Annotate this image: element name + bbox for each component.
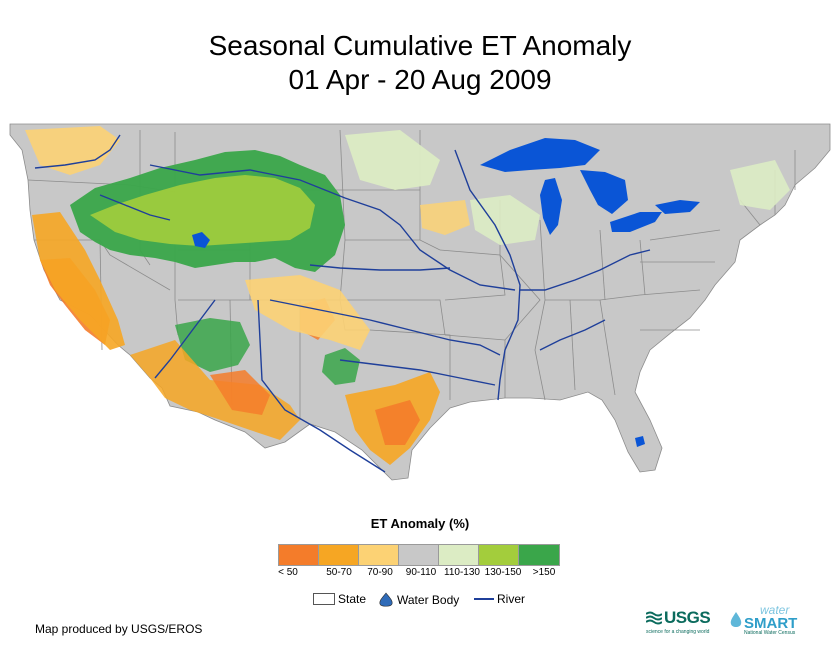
usgs-tagline: science for a changing world bbox=[646, 629, 710, 635]
legend-key-state-label: State bbox=[338, 592, 367, 606]
legend-swatch-2 bbox=[319, 545, 359, 565]
legend-labels: < 50 50-70 70-90 90-110 110-130 130-150 … bbox=[278, 567, 564, 581]
lake-okeechobee bbox=[635, 436, 645, 447]
legend-label-7: >150 bbox=[532, 567, 556, 578]
anomaly-high-north-rockies bbox=[90, 175, 315, 246]
legend-swatch-4 bbox=[399, 545, 439, 565]
map-title: Seasonal Cumulative ET Anomaly bbox=[208, 30, 632, 61]
legend-key-river-label: River bbox=[497, 592, 526, 606]
lake-erie bbox=[610, 212, 662, 232]
anomaly-moderate-low-midwest bbox=[420, 200, 470, 235]
watersmart-subtitle: National Water Census bbox=[744, 630, 796, 636]
ohio-river bbox=[520, 249, 651, 291]
legend-key-state: State bbox=[313, 592, 366, 606]
arkansas-river bbox=[269, 299, 501, 356]
state-swatch-icon bbox=[313, 593, 335, 605]
legend-label-4: 90-110 bbox=[405, 567, 437, 578]
map-date-range: 01 Apr - 20 Aug 2009 bbox=[288, 64, 552, 95]
et-anomaly-overlay bbox=[25, 126, 790, 465]
anomaly-low-california bbox=[32, 212, 125, 350]
lake-michigan bbox=[540, 178, 562, 235]
anomaly-very-low-southwest bbox=[210, 370, 270, 415]
colorado-river bbox=[154, 299, 216, 379]
usgs-logo-text: USGS bbox=[664, 608, 711, 627]
footer-credit: Map produced by USGS/EROS bbox=[35, 622, 203, 636]
watersmart-drop-icon bbox=[730, 612, 742, 627]
lake-huron bbox=[580, 170, 628, 214]
lake-ontario bbox=[655, 200, 700, 214]
legend-swatch-1 bbox=[279, 545, 319, 565]
tennessee-river bbox=[539, 319, 606, 351]
legend-label-3: 70-90 bbox=[367, 567, 393, 578]
anomaly-low-southwest bbox=[130, 340, 300, 440]
river-line-icon bbox=[474, 598, 494, 600]
anomaly-very-high-plains bbox=[322, 348, 360, 385]
anomaly-very-high-southwest bbox=[175, 318, 250, 372]
legend-label-1: < 50 bbox=[278, 567, 298, 578]
legend-key-water-body: Water Body bbox=[377, 592, 459, 608]
great-salt-lake bbox=[192, 232, 210, 248]
usgs-wave-icon bbox=[646, 611, 662, 625]
anomaly-slight-high-north bbox=[345, 130, 440, 190]
legend-key-river: River bbox=[474, 592, 525, 606]
legend-colorbar bbox=[278, 544, 560, 566]
mississippi-river bbox=[454, 149, 521, 401]
anomaly-very-low-texas bbox=[375, 400, 420, 445]
rivers bbox=[34, 134, 651, 473]
legend-swatch-3 bbox=[359, 545, 399, 565]
lake-superior bbox=[480, 138, 600, 172]
et-anomaly-map bbox=[9, 123, 831, 481]
columbia-river bbox=[34, 134, 121, 169]
legend-label-5: 110-130 bbox=[444, 567, 480, 578]
platte-river bbox=[309, 264, 451, 271]
legend-swatch-6 bbox=[479, 545, 519, 565]
legend-key-row: State Water Body River bbox=[0, 592, 840, 610]
anomaly-moderate-low-plains bbox=[245, 275, 370, 350]
watersmart-logo: water SMART National Water Census bbox=[728, 604, 797, 636]
water-drop-icon bbox=[379, 592, 393, 607]
legend-swatch-7 bbox=[519, 545, 559, 565]
red-river bbox=[339, 359, 496, 386]
anomaly-moderate-low-northwest bbox=[25, 126, 120, 175]
anomaly-slight-high-northeast bbox=[730, 160, 790, 210]
missouri-river bbox=[149, 164, 516, 291]
legend-label-2: 50-70 bbox=[326, 567, 352, 578]
watersmart-water-text: water bbox=[760, 603, 790, 617]
legend-swatch-5 bbox=[439, 545, 479, 565]
legend-title: ET Anomaly (%) bbox=[370, 516, 470, 531]
rio-grande bbox=[257, 299, 386, 473]
legend-key-water-body-label: Water Body bbox=[397, 593, 460, 607]
legend-label-6: 130-150 bbox=[484, 567, 522, 578]
usgs-logo: USGS science for a changing world bbox=[646, 608, 711, 635]
watersmart-smart-text: SMART bbox=[744, 615, 798, 632]
snake-river bbox=[99, 194, 171, 221]
anomaly-slight-high-midwest bbox=[470, 195, 540, 245]
water-bodies bbox=[192, 138, 700, 447]
